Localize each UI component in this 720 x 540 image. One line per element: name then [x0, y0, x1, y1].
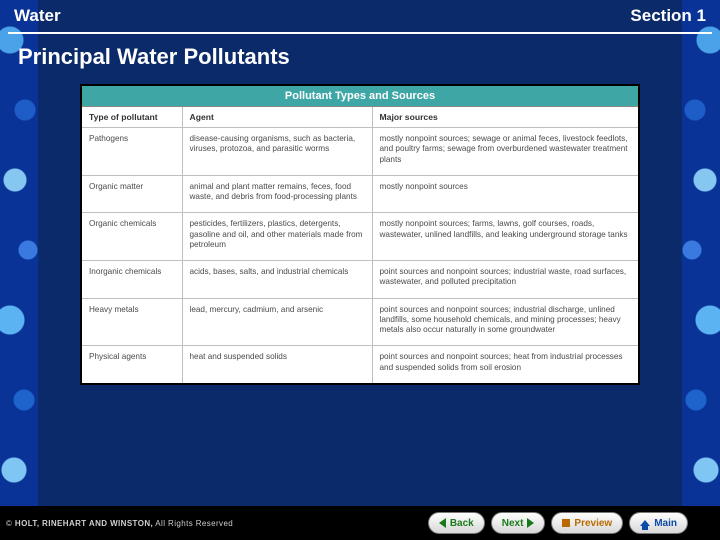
main-button[interactable]: Main [629, 512, 688, 534]
page-title: Principal Water Pollutants [8, 44, 712, 70]
cell-type: Heavy metals [82, 298, 182, 346]
table-body: Pathogens disease-causing organisms, suc… [82, 128, 638, 383]
header-row: Water Section 1 [8, 0, 712, 30]
preview-icon [562, 519, 570, 527]
back-button[interactable]: Back [428, 512, 485, 534]
back-label: Back [450, 518, 474, 529]
cell-agent: lead, mercury, cadmium, and arsenic [182, 298, 372, 346]
cell-type: Physical agents [82, 346, 182, 383]
table-header-row: Type of pollutant Agent Major sources [82, 107, 638, 128]
table-row: Heavy metals lead, mercury, cadmium, and… [82, 298, 638, 346]
navbar: © HOLT, RINEHART AND WINSTON, All Rights… [0, 506, 720, 540]
cell-agent: pesticides, fertilizers, plastics, deter… [182, 213, 372, 261]
copyright-symbol: © [6, 519, 12, 528]
home-icon [640, 520, 650, 526]
cell-agent: heat and suspended solids [182, 346, 372, 383]
table-row: Organic matter animal and plant matter r… [82, 175, 638, 213]
pollutant-table: Type of pollutant Agent Major sources Pa… [82, 107, 638, 383]
next-button[interactable]: Next [491, 512, 546, 534]
cell-sources: mostly nonpoint sources; farms, lawns, g… [372, 213, 638, 261]
cell-type: Organic matter [82, 175, 182, 213]
col-header-sources: Major sources [372, 107, 638, 128]
arrow-right-icon [527, 518, 534, 528]
slide: Water Section 1 Principal Water Pollutan… [0, 0, 720, 540]
cell-sources: mostly nonpoint sources [372, 175, 638, 213]
chapter-label: Water [14, 6, 61, 26]
cell-sources: point sources and nonpoint sources; indu… [372, 261, 638, 299]
table-row: Inorganic chemicals acids, bases, salts,… [82, 261, 638, 299]
section-label: Section 1 [630, 6, 706, 26]
copyright-brand: HOLT, RINEHART AND WINSTON, [15, 519, 153, 528]
table-row: Organic chemicals pesticides, fertilizer… [82, 213, 638, 261]
cell-agent: animal and plant matter remains, feces, … [182, 175, 372, 213]
cell-type: Organic chemicals [82, 213, 182, 261]
cell-type: Inorganic chemicals [82, 261, 182, 299]
table-row: Pathogens disease-causing organisms, suc… [82, 128, 638, 176]
preview-label: Preview [574, 518, 612, 529]
cell-sources: point sources and nonpoint sources; indu… [372, 298, 638, 346]
nav-buttons: Back Next Preview Main [428, 512, 714, 534]
copyright-rest: All Rights Reserved [153, 519, 233, 528]
cell-type: Pathogens [82, 128, 182, 176]
pollutant-table-wrap: Pollutant Types and Sources Type of poll… [80, 84, 640, 385]
cell-sources: mostly nonpoint sources; sewage or anima… [372, 128, 638, 176]
header-divider [8, 32, 712, 34]
cell-agent: acids, bases, salts, and industrial chem… [182, 261, 372, 299]
preview-button[interactable]: Preview [551, 512, 623, 534]
table-caption: Pollutant Types and Sources [82, 86, 638, 107]
next-label: Next [502, 518, 524, 529]
col-header-type: Type of pollutant [82, 107, 182, 128]
cell-sources: point sources and nonpoint sources; heat… [372, 346, 638, 383]
cell-agent: disease-causing organisms, such as bacte… [182, 128, 372, 176]
col-header-agent: Agent [182, 107, 372, 128]
content-area: Water Section 1 Principal Water Pollutan… [8, 0, 712, 506]
table-row: Physical agents heat and suspended solid… [82, 346, 638, 383]
main-label: Main [654, 518, 677, 529]
arrow-left-icon [439, 518, 446, 528]
copyright: © HOLT, RINEHART AND WINSTON, All Rights… [6, 519, 233, 528]
